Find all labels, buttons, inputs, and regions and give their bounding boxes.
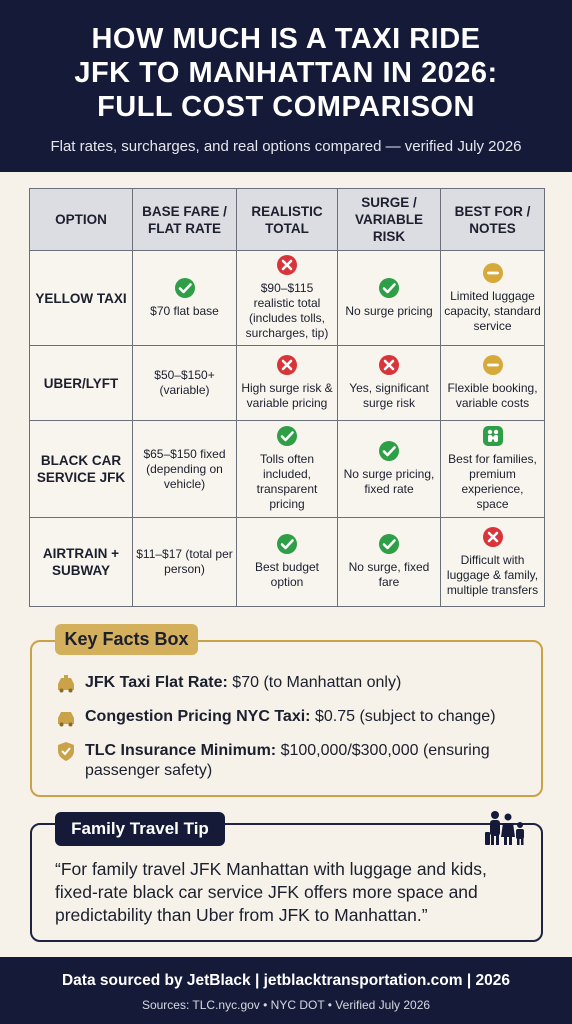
- status-icon-check: [379, 441, 399, 461]
- table-cell: $70 flat base: [132, 250, 237, 346]
- table-row: AIRTRAIN + SUBWAY $11–$17 (total per pers…: [29, 517, 545, 607]
- tip-title: Family Travel Tip: [55, 812, 225, 846]
- table-body: YELLOW TAXI $70 flat base $90–$115 realist…: [29, 250, 545, 607]
- key-fact: Congestion Pricing NYC Taxi: $0.75 (subj…: [55, 707, 525, 727]
- cell-text: Best budget option: [254, 560, 320, 589]
- table-cell: No surge pricing, fixed rate: [337, 420, 441, 518]
- fact-text: JFK Taxi Flat Rate: $70 (to Manhattan on…: [85, 673, 525, 693]
- cell-text: $90–$115 realistic total (includes tolls…: [245, 281, 329, 340]
- tip-quote: “For family travel JFK Manhattan with lu…: [55, 859, 487, 925]
- footer-sources: Sources: TLC.nyc.gov • NYC DOT • Verifie…: [141, 998, 431, 1012]
- cell-text: Best for families, premium experience, s…: [448, 452, 537, 511]
- cell-text: $11–$17 (total per person): [136, 547, 233, 576]
- tip-box: [30, 823, 543, 942]
- status-icon-check: [379, 277, 399, 298]
- row-header: YELLOW TAXI: [29, 250, 133, 346]
- fact-text: TLC Insurance Minimum: $100,000/$300,000…: [85, 741, 525, 781]
- cell-text: Flexible booking, variable costs: [447, 381, 538, 410]
- fact-label: JFK Taxi Flat Rate:: [85, 674, 228, 691]
- title-line: JFK TO MANHATTAN IN 2026:: [74, 57, 498, 89]
- cell-text: High surge risk & variable pricing: [241, 381, 333, 410]
- subtitle: Flat rates, surcharges, and real options…: [50, 138, 522, 155]
- cell-text: No surge, fixed fare: [348, 560, 430, 589]
- cell-text: Difficult with luggage & family, multipl…: [446, 552, 539, 597]
- status-icon-check: [174, 277, 195, 298]
- header: HOW MUCH IS A TAXI RIDE JFK TO MANHATTAN …: [0, 0, 572, 172]
- column-header: OPTION: [29, 188, 133, 251]
- row-header: BLACK CAR SERVICE JFK: [29, 420, 133, 518]
- table-cell: Best for families, premium experience, s…: [440, 420, 545, 518]
- cell-text: No surge pricing, fixed rate: [343, 467, 435, 496]
- status-icon-family: [482, 426, 503, 446]
- status-icon-cross: [277, 255, 297, 275]
- fact-label: Congestion Pricing NYC Taxi:: [85, 708, 311, 725]
- table-cell: Difficult with luggage & family, multipl…: [440, 517, 545, 607]
- status-icon-check: [277, 534, 297, 554]
- row-header: AIRTRAIN + SUBWAY: [29, 517, 133, 607]
- fact-value: $0.75 (subject to change): [314, 708, 496, 725]
- column-header: REALISTIC TOTAL: [236, 188, 338, 251]
- status-icon-check: [277, 426, 297, 446]
- table-cell: No surge pricing: [337, 250, 441, 346]
- fact-icon: [58, 712, 74, 727]
- cell-text: Yes, significant surge risk: [349, 381, 429, 410]
- key-fact: TLC Insurance Minimum: $100,000/$300,000…: [55, 741, 525, 781]
- cell-text: Tolls often included, transparent pricin…: [256, 452, 318, 511]
- cell-text: $65–$150 fixed (depending on vehicle): [143, 446, 226, 491]
- cell-text: $50–$150+ (variable): [154, 368, 215, 397]
- header-row: OPTION BASE FARE / FLAT RATE REALISTIC TOT…: [29, 188, 545, 251]
- key-fact: JFK Taxi Flat Rate: $70 (to Manhattan on…: [55, 673, 525, 693]
- cell-text: $70 flat base: [150, 303, 219, 318]
- cell-text: Limited luggage capacity, standard servi…: [444, 288, 541, 333]
- title-line: FULL COST COMPARISON: [97, 91, 475, 123]
- column-header: SURGE / VARIABLE RISK: [337, 188, 441, 251]
- title-line: HOW MUCH IS A TAXI RIDE: [91, 23, 481, 55]
- table-cell: High surge risk & variable pricing: [236, 345, 338, 421]
- table-cell: Yes, significant surge risk: [337, 345, 441, 421]
- fact-icon: [58, 742, 74, 761]
- table-cell: Limited luggage capacity, standard servi…: [440, 250, 545, 346]
- table-cell: Flexible booking, variable costs: [440, 345, 545, 421]
- table-cell: $90–$115 realistic total (includes tolls…: [236, 250, 338, 346]
- title: HOW MUCH IS A TAXI RIDE JFK TO MANHATTAN …: [0, 0, 572, 124]
- table-cell: $11–$17 (total per person): [132, 517, 237, 607]
- family-icon: [485, 811, 524, 845]
- table-cell: Best budget option: [236, 517, 338, 607]
- footer-credit: Data sourced by JetBlack | jetblacktrans…: [61, 972, 510, 989]
- fact-text: Congestion Pricing NYC Taxi: $0.75 (subj…: [85, 707, 525, 727]
- status-icon-minus: [482, 262, 503, 283]
- key-facts-title: Key Facts Box: [55, 624, 198, 655]
- fact-label: TLC Insurance Minimum:: [85, 742, 277, 759]
- table-cell: $50–$150+ (variable): [132, 345, 237, 421]
- fact-icon: [58, 675, 74, 693]
- table-row: UBER/LYFT $50–$150+ (variable) High surge …: [29, 345, 545, 421]
- key-facts-box: [30, 640, 543, 797]
- status-icon-cross: [277, 355, 297, 375]
- status-icon-cross: [379, 355, 399, 375]
- table-cell: Tolls often included, transparent pricin…: [236, 420, 338, 518]
- status-icon-minus: [482, 355, 503, 375]
- footer: Data sourced by JetBlack | jetblacktrans…: [0, 957, 572, 1024]
- table-row: BLACK CAR SERVICE JFK $65–$150 fixed (dep…: [29, 420, 545, 518]
- status-icon-check: [379, 534, 399, 554]
- table-row: YELLOW TAXI $70 flat base $90–$115 realist…: [29, 250, 545, 346]
- fact-value: $100,000/$300,000 (ensuring passenger sa…: [85, 742, 490, 779]
- status-icon-cross: [482, 526, 503, 547]
- row-header: UBER/LYFT: [29, 345, 133, 421]
- cell-text: No surge pricing: [345, 303, 433, 318]
- table-cell: No surge, fixed fare: [337, 517, 441, 607]
- comparison-table: OPTION BASE FARE / FLAT RATE REALISTIC TOT…: [29, 188, 545, 607]
- column-header: BASE FARE / FLAT RATE: [132, 188, 237, 251]
- column-header: BEST FOR / NOTES: [440, 188, 545, 251]
- table-cell: $65–$150 fixed (depending on vehicle): [132, 420, 237, 518]
- fact-value: $70 (to Manhattan only): [232, 674, 402, 691]
